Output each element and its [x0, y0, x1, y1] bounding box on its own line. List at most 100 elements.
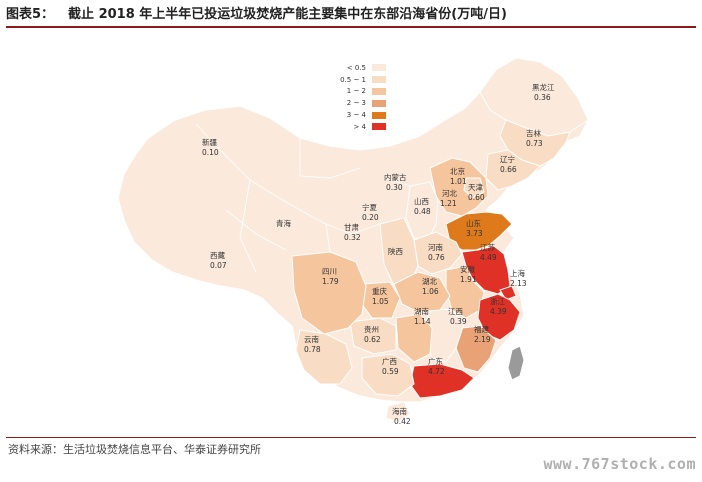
province-value: 1.01: [450, 177, 467, 186]
province-name: 黑龙江: [532, 82, 555, 92]
province-value: 0.62: [364, 335, 381, 344]
province-value: 4.72: [428, 367, 445, 376]
legend-item: < 0.5: [326, 62, 386, 74]
province-value: 4.39: [490, 307, 507, 316]
region-border-lines: [195, 123, 411, 273]
legend-label: 2 ~ 3: [346, 99, 366, 108]
region-hubei: [393, 271, 451, 313]
legend-label: 3 ~ 4: [346, 111, 366, 120]
footer-rule: [6, 437, 696, 438]
province-value: 1.05: [372, 297, 389, 306]
region-tianjin: [463, 177, 485, 199]
province-value: 0.73: [526, 139, 543, 148]
province-name: 江苏: [480, 242, 495, 252]
province-value: 0.30: [386, 183, 403, 192]
region-yunnan: [295, 329, 353, 385]
legend-item: 2 ~ 3: [326, 97, 386, 109]
province-value: 0.36: [534, 93, 551, 102]
province-value: 0.78: [304, 345, 321, 354]
province-value: 0.60: [468, 193, 485, 202]
region-jiangsu: [461, 245, 511, 295]
province-name: 吉林: [526, 128, 541, 138]
province-name: 山西: [414, 196, 429, 206]
province-value: 4.49: [480, 253, 497, 262]
province-value: 0.32: [344, 233, 361, 242]
province-name: 江西: [448, 307, 463, 316]
figure-title: 图表5： 截止 2018 年上半年已投运垃圾焚烧产能主要集中在东部沿海省份(万吨/…: [6, 4, 696, 26]
province-value: 0.59: [382, 367, 399, 376]
china-map: [117, 57, 589, 423]
region-zhejiang: [477, 293, 521, 341]
province-name: 宁夏: [362, 202, 377, 212]
legend-swatch: [372, 76, 386, 84]
figure-number: 图表5：: [6, 7, 55, 22]
province-name: 天津: [468, 183, 483, 192]
region-fujian: [455, 325, 497, 373]
figure-title-text: 截止 2018 年上半年已投运垃圾焚烧产能主要集中在东部沿海省份(万吨/日): [68, 7, 507, 22]
legend-item: 0.5 ~ 1: [326, 74, 386, 86]
province-name: 陕西: [388, 246, 403, 256]
province-name: 甘肃: [344, 222, 359, 232]
source-note: 资料来源：生活垃圾焚烧信息平台、华泰证券研究所: [8, 443, 261, 456]
province-name: 河南: [428, 242, 443, 252]
province-name: 北京: [450, 166, 465, 176]
province-value: 1.21: [440, 199, 457, 208]
legend-item: 3 ~ 4: [326, 109, 386, 121]
region-jilin: [499, 119, 571, 167]
region-hunan: [395, 313, 433, 363]
province-value: 0.10: [202, 148, 219, 157]
province-name: 西藏: [210, 250, 225, 260]
map-legend: < 0.5 0.5 ~ 1 1 ~ 2 2 ~ 3 3 ~ 4 > 4: [326, 62, 386, 133]
province-value: 0.66: [500, 165, 517, 174]
legend-swatch: [372, 87, 386, 95]
province-value: 1.14: [414, 317, 431, 326]
legend-swatch: [372, 111, 386, 119]
province-value: 0.39: [450, 317, 467, 326]
province-value: 3.73: [466, 229, 483, 238]
province-name: 山东: [466, 218, 481, 228]
province-name: 青海: [276, 218, 291, 228]
province-name: 四川: [322, 267, 337, 276]
region-henan: [413, 231, 463, 275]
province-name: 云南: [304, 334, 319, 344]
province-name: 广东: [428, 356, 443, 366]
province-name: 辽宁: [500, 154, 515, 164]
legend-item: > 4: [326, 121, 386, 133]
province-name: 上海: [510, 268, 525, 278]
legend-label: < 0.5: [346, 63, 366, 72]
title-rule: [6, 26, 696, 28]
province-name: 贵州: [364, 324, 379, 334]
province-value: 1.06: [422, 287, 439, 296]
region-shanxi: [405, 181, 439, 241]
province-value: 0.20: [362, 213, 379, 222]
province-value: 2.13: [510, 279, 527, 288]
region-guangdong: [409, 363, 475, 399]
province-name: 海南: [392, 406, 407, 416]
province-name: 湖南: [414, 306, 429, 316]
region-hebei-beijing: [429, 157, 489, 217]
taiwan-island: [507, 345, 525, 381]
legend-label: > 4: [353, 122, 366, 131]
region-guangxi: [361, 353, 415, 397]
province-value: 1.79: [322, 277, 339, 286]
region-liaoning: [485, 149, 541, 191]
province-name: 浙江: [490, 296, 505, 306]
province-name: 河北: [442, 189, 457, 198]
province-name: 湖北: [422, 277, 437, 286]
province-name: 广西: [382, 356, 397, 366]
legend-swatch: [372, 123, 386, 131]
province-value: 0.42: [394, 417, 411, 426]
province-value: 0.48: [414, 207, 431, 216]
watermark-text: www.767stock.com: [543, 455, 696, 473]
province-name: 福建: [474, 324, 489, 334]
legend-swatch: [372, 64, 386, 72]
legend-label: 0.5 ~ 1: [340, 75, 366, 84]
province-labels: 黑龙江 0.36 吉林 0.73 辽宁 0.66 新疆 0.10 内蒙古 0.3…: [202, 82, 555, 426]
province-value: 0.76: [428, 253, 445, 262]
province-name: 新疆: [202, 137, 217, 147]
province-name: 安徽: [460, 264, 475, 274]
legend-item: 1 ~ 2: [326, 86, 386, 98]
region-hainan: [385, 401, 411, 423]
legend-swatch: [372, 99, 386, 107]
province-value: 0.07: [210, 261, 227, 270]
